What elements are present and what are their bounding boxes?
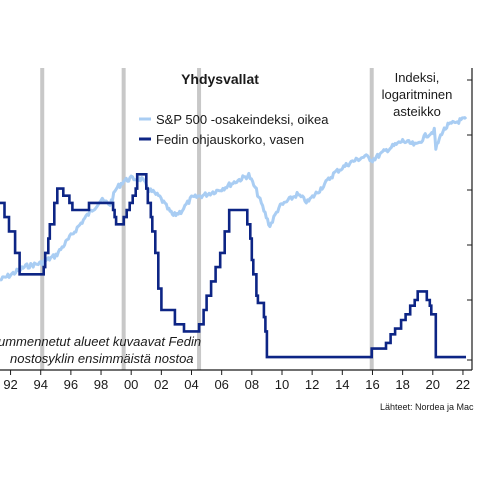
x-tick-label-18: 18 [395, 377, 409, 392]
annotation-line-1: Indeksi, [395, 70, 440, 85]
source-note: Lähteet: Nordea ja Mac [380, 402, 474, 412]
x-tick-label-06: 06 [214, 377, 228, 392]
sp500-line [0, 116, 468, 282]
annotation-line-2: logaritminen [382, 87, 453, 102]
x-tick-label-92: 92 [3, 377, 17, 392]
shaded-band-2 [197, 68, 202, 370]
shading-note: ummennetut alueet kuvaavat Fedin nostosy… [0, 334, 201, 366]
index-annotation: Indeksi, logaritminen asteikko [382, 70, 453, 119]
legend: S&P 500 -osakeindeksi, oikea Fedin ohjau… [139, 112, 329, 147]
x-tick-label-94: 94 [33, 377, 47, 392]
fed-rate-line [0, 173, 466, 359]
axes [0, 68, 473, 371]
x-tick-label-04: 04 [184, 377, 198, 392]
right-axis-ticks [467, 79, 472, 361]
x-tick-label-12: 12 [305, 377, 319, 392]
x-tick-label-96: 96 [64, 377, 78, 392]
x-tick-label-02: 02 [154, 377, 168, 392]
x-tick-label-14: 14 [335, 377, 349, 392]
legend-label-fed: Fedin ohjauskorko, vasen [156, 132, 304, 147]
x-tick-label-98: 98 [94, 377, 108, 392]
chart-title: Yhdysvallat [181, 71, 259, 87]
x-tick-label-00: 00 [124, 377, 138, 392]
fed-rate-series [0, 173, 466, 359]
x-tick-label-10: 10 [275, 377, 289, 392]
shading-note-line-2: nostosyklin ensimmäistä nostoa [10, 351, 194, 366]
x-tick-label-20: 20 [426, 377, 440, 392]
x-tick-label-16: 16 [365, 377, 379, 392]
shading-note-line-1: ummennetut alueet kuvaavat Fedin [0, 334, 201, 349]
shaded-band-3 [369, 68, 374, 370]
x-ticks: 92 94 96 98 00 02 04 06 08 10 12 14 16 18 20 22 [3, 370, 470, 392]
shaded-band-0 [40, 68, 45, 370]
annotation-line-3: asteikko [393, 104, 441, 119]
legend-label-sp500: S&P 500 -osakeindeksi, oikea [156, 112, 329, 127]
x-tick-label-22: 22 [456, 377, 470, 392]
sp500-series [0, 116, 468, 282]
x-tick-label-08: 08 [245, 377, 259, 392]
